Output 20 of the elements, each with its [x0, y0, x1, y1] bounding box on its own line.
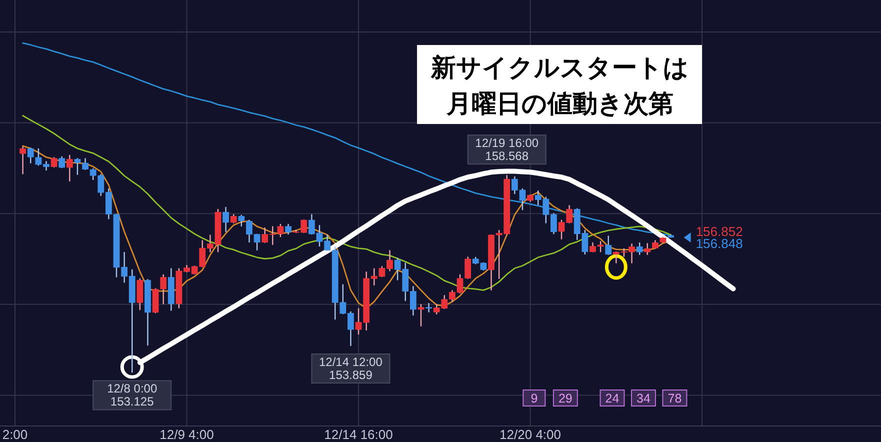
title: 新サイクルスタートは月曜日の値動き次第	[417, 45, 702, 124]
x-tick-label: 12/9 4:00	[160, 427, 214, 442]
x-tick-label: 12/14 16:00	[324, 427, 393, 442]
annotation: 153.859	[329, 368, 373, 382]
annotation: 12/19 16:00	[475, 136, 539, 150]
callout: 12/19 16:00 158.568	[467, 134, 546, 165]
event: 9	[522, 390, 546, 406]
annotation: 12/8 0:00	[107, 382, 158, 396]
event: 34	[631, 390, 656, 406]
callout: 12/14 12:00 153.859	[311, 354, 390, 384]
event: 29	[552, 390, 578, 406]
chart-title: 新サイクルスタートは月曜日の値動き次第	[430, 53, 689, 118]
x-tick-label: 2:00	[2, 427, 28, 442]
annotation: 153.125	[110, 394, 154, 409]
callout: 12/8 0:00 153.125	[92, 380, 172, 410]
annotation: 12/14 12:00	[319, 355, 383, 370]
x-tick-label: 12/20 4:00	[500, 427, 562, 442]
event: 24	[600, 390, 625, 406]
annotation: 158.568	[485, 149, 529, 164]
event: 78	[662, 390, 688, 406]
